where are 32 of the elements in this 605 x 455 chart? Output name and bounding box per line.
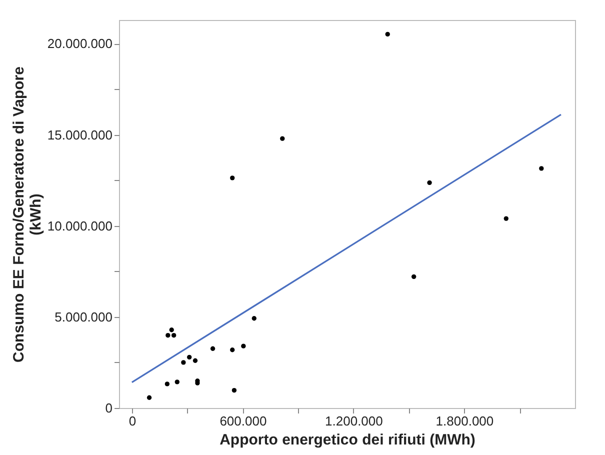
point [230, 348, 235, 352]
point [166, 332, 170, 338]
point [171, 332, 176, 338]
point [232, 388, 237, 393]
y-tick-label: 10.000.000 [47, 218, 112, 234]
point [280, 136, 285, 141]
x-tick-label: 1.800.000 [436, 414, 494, 428]
point [411, 274, 416, 280]
point [230, 176, 235, 180]
point [169, 328, 174, 332]
y-tick-label: 15.000.000 [47, 127, 112, 142]
point [241, 344, 246, 348]
y-tick-label: 5.000.000 [54, 309, 112, 324]
point [192, 358, 198, 363]
x-axis-title: Apporto energetico dei rifiuti (MWh) [220, 432, 476, 448]
point [210, 346, 216, 351]
point [385, 32, 390, 37]
point [252, 316, 256, 321]
x-tick-label: 1.200.000 [325, 414, 383, 428]
point [146, 395, 152, 400]
point [181, 360, 186, 365]
y-axis-title: Consumo EE Forno/Generatore di Vapore (kWh) [10, 66, 44, 362]
y-tick-label: 0 [105, 400, 112, 416]
point [174, 380, 180, 384]
point [504, 216, 508, 221]
point [539, 166, 544, 171]
point [186, 354, 192, 360]
y-tick-label: 20.000.000 [47, 36, 112, 52]
x-tick-label: 0 [128, 414, 136, 428]
point [427, 180, 432, 186]
x-tick-label: 600.000 [220, 414, 267, 428]
point [164, 382, 170, 386]
